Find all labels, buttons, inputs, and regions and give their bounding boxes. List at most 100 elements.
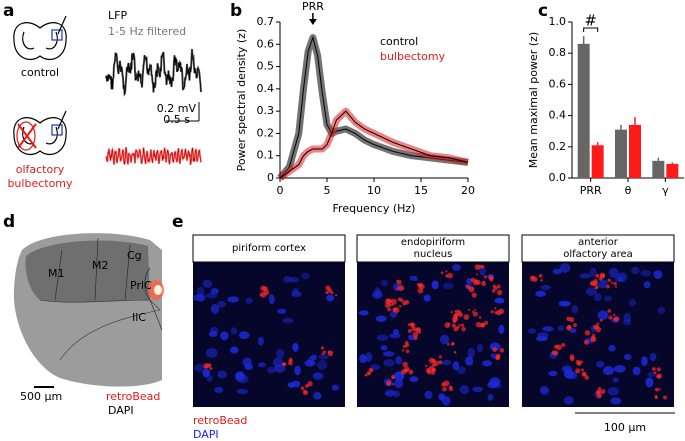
nucleus: [585, 287, 598, 296]
nucleus: [647, 371, 656, 378]
stain-label: DAPI: [193, 428, 219, 441]
bead: [488, 275, 494, 280]
nucleus: [540, 284, 551, 291]
bead: [448, 385, 453, 390]
scale-label: 500 µm: [20, 390, 62, 403]
nucleus: [210, 304, 220, 314]
bead: [467, 308, 471, 311]
panel-label: d: [3, 212, 15, 232]
lfp-traces: [105, 49, 202, 165]
bead: [569, 354, 575, 360]
y-tick-label: 0.0: [549, 171, 567, 184]
nucleus: [292, 287, 299, 294]
bead: [397, 297, 402, 302]
bead: [572, 323, 577, 328]
header-box: [521, 234, 675, 263]
nucleus: [558, 300, 571, 307]
brain-icon-lesioned: [13, 110, 67, 156]
bead: [607, 308, 612, 313]
region-label: PrlC: [130, 279, 152, 292]
nucleus: [331, 384, 340, 391]
trace-subtitle: 1-5 Hz filtered: [108, 25, 186, 38]
nucleus: [317, 359, 328, 370]
y-tick-label: 0.6: [549, 77, 567, 90]
nucleus: [653, 270, 663, 280]
bead: [491, 289, 496, 293]
nucleus: [383, 359, 395, 367]
nucleus: [318, 354, 329, 360]
bead: [425, 364, 428, 368]
bead: [412, 331, 419, 338]
bead: [474, 264, 481, 270]
bead: [595, 325, 600, 330]
annotation: PRR: [302, 0, 324, 13]
nucleus: [487, 393, 494, 401]
nucleus: [624, 353, 632, 360]
nucleus: [380, 279, 389, 287]
bead: [596, 389, 602, 395]
nucleus: [459, 385, 470, 395]
micrograph-title: olfactory area: [563, 249, 633, 260]
panel-label: e: [172, 212, 184, 232]
nucleus: [598, 279, 608, 289]
scale-label: 0.5 s: [163, 113, 190, 126]
nucleus: [452, 263, 461, 271]
nucleus: [294, 365, 301, 376]
nucleus: [242, 357, 252, 367]
bead: [495, 355, 501, 361]
nucleus: [494, 297, 505, 304]
brain-icon: [13, 15, 67, 61]
bead: [496, 289, 503, 296]
trace-title: LFP: [108, 9, 127, 22]
line: [279, 110, 469, 179]
bead: [455, 313, 459, 317]
bead: [460, 323, 465, 328]
bead: [566, 316, 571, 322]
nucleus: [431, 280, 439, 290]
bead: [401, 349, 405, 352]
bead: [368, 367, 374, 373]
x-tick-label: 10: [367, 184, 381, 197]
bead: [614, 285, 618, 288]
bead: [209, 367, 213, 371]
bead: [402, 344, 406, 349]
nucleus: [291, 291, 302, 297]
bead: [419, 284, 425, 290]
nucleus: [657, 306, 666, 314]
nucleus: [326, 294, 335, 302]
panel-label: a: [3, 1, 14, 21]
nucleus: [273, 364, 286, 373]
nucleus: [552, 268, 563, 275]
bead: [458, 323, 461, 326]
bead: [531, 275, 535, 279]
bead: [303, 390, 308, 396]
nucleus: [206, 374, 213, 383]
bead: [386, 298, 392, 304]
nucleus: [438, 393, 445, 401]
bead: [260, 292, 267, 298]
bead: [656, 367, 661, 372]
nucleus: [376, 334, 389, 341]
y-axis-label: Mean maximal power (z): [527, 32, 540, 168]
nucleus: [548, 370, 558, 377]
bead: [490, 310, 494, 314]
nucleus: [380, 345, 388, 351]
nucleus: [622, 319, 632, 326]
bead: [494, 307, 497, 310]
nucleus: [210, 288, 219, 295]
micrograph-title: anterior: [578, 237, 619, 248]
nucleus: [608, 267, 619, 278]
nucleus: [608, 344, 616, 352]
micrograph: [193, 262, 345, 407]
x-tick-label: 5: [324, 184, 331, 197]
group-label: olfactory: [16, 163, 65, 176]
bead: [613, 282, 617, 286]
y-tick-label: 0.6: [257, 37, 275, 50]
nucleus: [313, 392, 322, 400]
bead: [613, 317, 617, 321]
bead: [484, 320, 489, 325]
bead: [438, 355, 442, 359]
bead: [417, 287, 424, 294]
nucleus: [498, 324, 505, 335]
y-tick-label: 0.2: [257, 126, 275, 139]
